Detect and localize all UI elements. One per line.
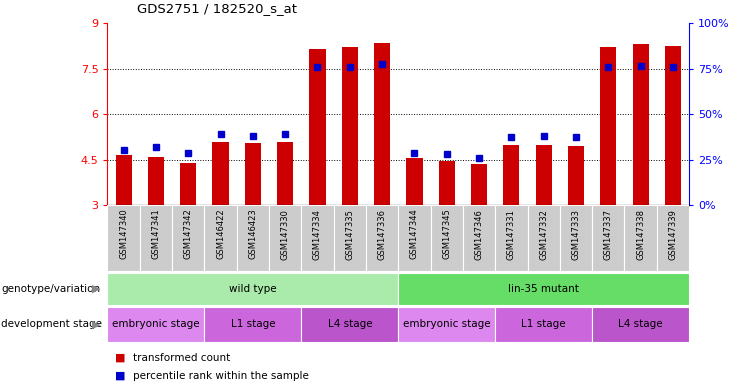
Text: GSM147339: GSM147339 — [668, 209, 677, 260]
Bar — [431, 205, 463, 271]
Text: percentile rank within the sample: percentile rank within the sample — [133, 371, 309, 381]
Text: GSM146423: GSM146423 — [248, 209, 257, 260]
Bar — [205, 205, 236, 271]
Text: embryonic stage: embryonic stage — [403, 319, 491, 329]
Bar — [495, 205, 528, 271]
Text: embryonic stage: embryonic stage — [112, 319, 200, 329]
Bar — [366, 205, 399, 271]
Bar — [399, 307, 495, 342]
Text: GSM147330: GSM147330 — [281, 209, 290, 260]
Bar — [213, 142, 229, 205]
Bar — [107, 205, 140, 271]
Bar — [399, 205, 431, 271]
Bar — [333, 205, 366, 271]
Text: GSM147344: GSM147344 — [410, 209, 419, 260]
Bar — [399, 273, 689, 305]
Text: transformed count: transformed count — [133, 353, 230, 363]
Text: development stage: development stage — [1, 319, 102, 329]
Bar — [665, 46, 681, 205]
Text: GSM146422: GSM146422 — [216, 209, 225, 259]
Text: wild type: wild type — [229, 284, 276, 294]
Bar — [269, 205, 302, 271]
Bar — [107, 273, 399, 305]
Text: ■: ■ — [115, 353, 125, 363]
Text: GSM147332: GSM147332 — [539, 209, 548, 260]
Bar — [172, 205, 205, 271]
Bar — [342, 47, 358, 205]
Bar — [140, 205, 172, 271]
Bar — [536, 145, 552, 205]
Bar — [633, 44, 648, 205]
Bar — [592, 307, 689, 342]
Bar — [463, 205, 495, 271]
Bar — [205, 307, 302, 342]
Bar — [236, 205, 269, 271]
Text: lin-35 mutant: lin-35 mutant — [508, 284, 579, 294]
Bar — [495, 307, 592, 342]
Text: GSM147337: GSM147337 — [604, 209, 613, 260]
Bar — [148, 157, 164, 205]
Text: GSM147342: GSM147342 — [184, 209, 193, 260]
Bar — [625, 205, 657, 271]
Text: genotype/variation: genotype/variation — [1, 284, 101, 294]
Bar — [107, 307, 205, 342]
Bar — [503, 145, 519, 205]
Text: GSM147331: GSM147331 — [507, 209, 516, 260]
Text: GSM147345: GSM147345 — [442, 209, 451, 260]
Text: GSM147346: GSM147346 — [474, 209, 484, 260]
Bar — [180, 163, 196, 205]
Text: GSM147336: GSM147336 — [378, 209, 387, 260]
Bar — [568, 146, 584, 205]
Bar — [406, 158, 422, 205]
Bar — [310, 49, 325, 205]
Text: L1 stage: L1 stage — [230, 319, 275, 329]
Text: GSM147334: GSM147334 — [313, 209, 322, 260]
Text: GSM147333: GSM147333 — [571, 209, 580, 260]
Bar — [657, 205, 689, 271]
Bar — [592, 205, 625, 271]
Bar — [277, 142, 293, 205]
Bar — [245, 143, 261, 205]
Bar — [528, 205, 560, 271]
Bar — [374, 43, 391, 205]
Bar — [560, 205, 592, 271]
Text: GSM147335: GSM147335 — [345, 209, 354, 260]
Text: L4 stage: L4 stage — [328, 319, 372, 329]
Text: ■: ■ — [115, 371, 125, 381]
Text: L4 stage: L4 stage — [618, 319, 663, 329]
Text: GSM147340: GSM147340 — [119, 209, 128, 260]
Bar — [116, 155, 132, 205]
Bar — [600, 47, 617, 205]
Bar — [439, 161, 455, 205]
Bar — [302, 307, 399, 342]
Text: ▶: ▶ — [92, 319, 100, 329]
Text: L1 stage: L1 stage — [522, 319, 566, 329]
Text: GDS2751 / 182520_s_at: GDS2751 / 182520_s_at — [137, 2, 297, 15]
Text: GSM147341: GSM147341 — [151, 209, 160, 260]
Bar — [302, 205, 333, 271]
Text: GSM147338: GSM147338 — [637, 209, 645, 260]
Bar — [471, 164, 487, 205]
Text: ▶: ▶ — [92, 284, 100, 294]
